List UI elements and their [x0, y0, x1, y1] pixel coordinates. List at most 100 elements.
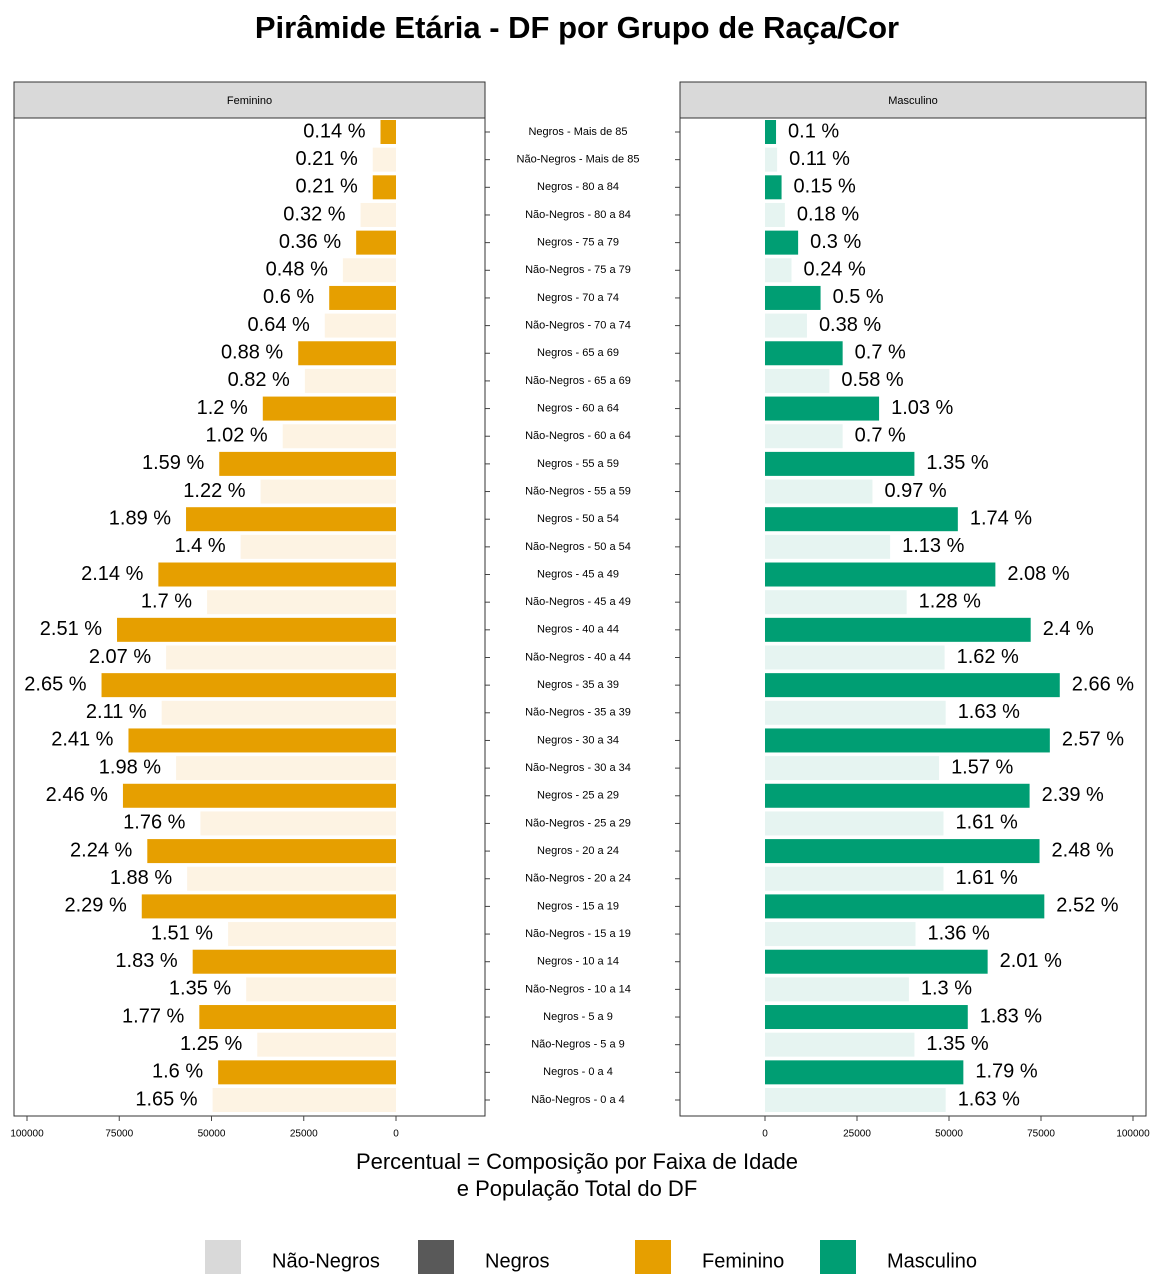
data-label: 2.24 %	[70, 839, 132, 861]
data-label: 0.24 %	[803, 259, 865, 281]
bar	[360, 202, 396, 227]
category-label: Não-Negros - 50 a 54	[525, 541, 631, 553]
category-label: Negros - 35 a 39	[537, 679, 619, 691]
bar	[765, 396, 880, 421]
data-label: 0.32 %	[283, 203, 345, 225]
data-label: 2.51 %	[40, 618, 102, 640]
category-label: Não-Negros - 30 a 34	[525, 762, 631, 774]
bar	[765, 617, 1031, 642]
bar	[765, 977, 909, 1002]
data-label: 2.07 %	[89, 646, 151, 668]
category-label: Não-Negros - 55 a 59	[525, 485, 631, 497]
category-label: Não-Negros - 40 a 44	[525, 651, 631, 663]
data-label: 1.35 %	[169, 978, 231, 1000]
data-label: 1.89 %	[109, 507, 171, 529]
bar	[372, 175, 396, 200]
bar	[141, 894, 396, 919]
bar	[147, 839, 396, 864]
data-label: 0.18 %	[797, 203, 859, 225]
data-label: 2.48 %	[1052, 839, 1114, 861]
bar	[186, 507, 396, 532]
data-label: 0.36 %	[279, 231, 341, 253]
data-label: 1.3 %	[921, 978, 972, 1000]
category-label: Não-Negros - 70 a 74	[525, 320, 631, 332]
x-tick-label: 75000	[1027, 1129, 1055, 1140]
bar	[101, 673, 397, 698]
legend-label: Não-Negros	[272, 1250, 380, 1272]
data-label: 1.61 %	[955, 812, 1017, 834]
panel	[679, 117, 1147, 1117]
bar	[246, 977, 396, 1002]
data-label: 0.15 %	[794, 176, 856, 198]
legend-swatch	[635, 1240, 671, 1274]
data-label: 1.83 %	[980, 1005, 1042, 1027]
bar	[765, 922, 916, 947]
bar	[282, 424, 396, 449]
data-label: 0.6 %	[263, 286, 314, 308]
bar	[158, 562, 396, 587]
bar	[372, 147, 396, 172]
data-label: 1.57 %	[951, 756, 1013, 778]
data-label: 1.25 %	[180, 1033, 242, 1055]
bar	[765, 728, 1050, 753]
category-label: Negros - 25 a 29	[537, 790, 619, 802]
category-label: Negros - 15 a 19	[537, 900, 619, 912]
data-label: 1.2 %	[197, 397, 248, 419]
category-label: Negros - 70 a 74	[537, 292, 619, 304]
category-label: Não-Negros - 35 a 39	[525, 707, 631, 719]
category-label: Não-Negros - 0 a 4	[531, 1094, 625, 1106]
bar	[765, 645, 945, 670]
category-label: Negros - 45 a 49	[537, 568, 619, 580]
category-label: Negros - 30 a 34	[537, 734, 619, 746]
x-tick-label: 0	[762, 1129, 768, 1140]
data-label: 1.76 %	[123, 812, 185, 834]
bar	[765, 839, 1040, 864]
bar	[765, 479, 873, 504]
data-label: 1.7 %	[141, 590, 192, 612]
category-label: Não-Negros - 60 a 64	[525, 430, 631, 442]
category-label: Negros - 60 a 64	[537, 402, 619, 414]
bar	[765, 424, 843, 449]
category-label: Não-Negros - 45 a 49	[525, 596, 631, 608]
strip	[679, 81, 1147, 119]
bar	[260, 479, 396, 504]
category-label: Não-Negros - 25 a 29	[525, 817, 631, 829]
bar	[298, 341, 396, 366]
x-tick-label: 0	[393, 1129, 399, 1140]
data-label: 1.51 %	[151, 922, 213, 944]
bar	[765, 1060, 964, 1085]
legend-label: Feminino	[702, 1250, 784, 1272]
bar	[765, 285, 821, 310]
bar	[207, 590, 396, 615]
data-label: 1.77 %	[122, 1005, 184, 1027]
category-label: Negros - 65 a 69	[537, 347, 619, 359]
data-label: 1.13 %	[902, 535, 964, 557]
panel	[13, 117, 486, 1117]
data-label: 1.59 %	[142, 452, 204, 474]
bar	[176, 756, 396, 781]
bar	[218, 1060, 396, 1085]
data-label: 0.88 %	[221, 342, 283, 364]
data-label: 1.88 %	[110, 867, 172, 889]
data-label: 0.82 %	[228, 369, 290, 391]
x-tick-label: 50000	[198, 1129, 226, 1140]
data-label: 2.01 %	[1000, 950, 1062, 972]
bar	[257, 1032, 396, 1057]
data-label: 1.98 %	[99, 756, 161, 778]
data-label: 0.38 %	[819, 314, 881, 336]
data-label: 1.61 %	[955, 867, 1017, 889]
data-label: 1.35 %	[926, 452, 988, 474]
category-label: Negros - Mais de 85	[528, 126, 627, 138]
legend-swatch	[205, 1240, 241, 1274]
bar	[199, 1005, 396, 1030]
data-label: 2.39 %	[1042, 784, 1104, 806]
data-label: 2.46 %	[46, 784, 108, 806]
bar	[765, 894, 1045, 919]
x-axis-label: e População Total do DF	[457, 1176, 698, 1201]
data-label: 1.79 %	[975, 1061, 1037, 1083]
data-label: 1.74 %	[970, 507, 1032, 529]
data-label: 1.35 %	[926, 1033, 988, 1055]
x-tick-label: 100000	[1116, 1129, 1150, 1140]
bar	[192, 949, 396, 974]
category-label: Negros - 10 a 14	[537, 956, 619, 968]
